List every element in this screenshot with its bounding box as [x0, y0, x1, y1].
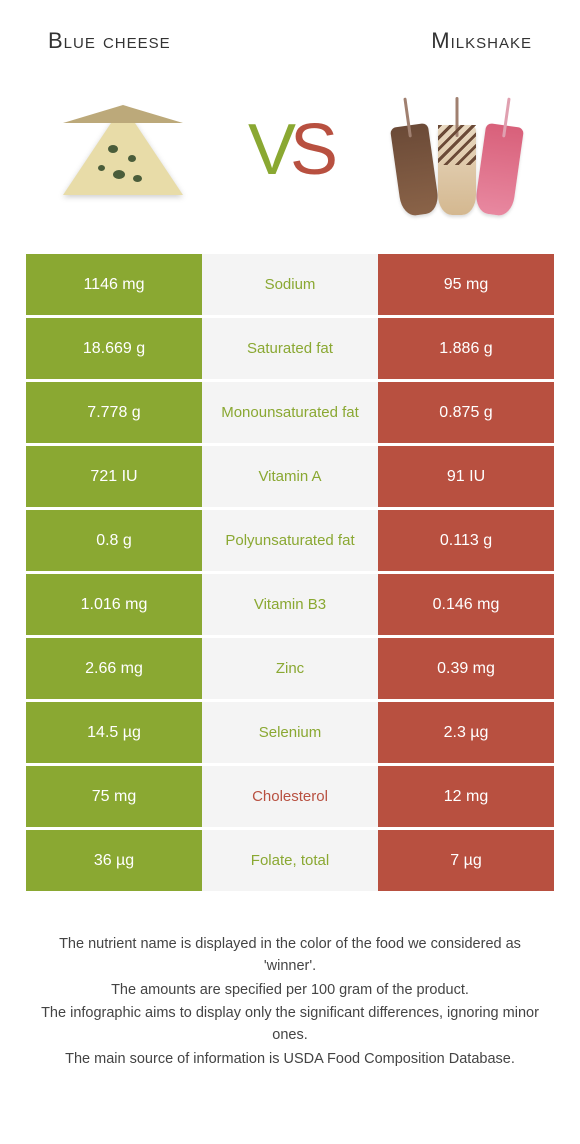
- right-value: 0.39 mg: [378, 638, 554, 699]
- vs-v: V: [248, 109, 290, 191]
- nutrient-label: Sodium: [202, 254, 378, 315]
- left-value: 7.778 g: [26, 382, 202, 443]
- left-value: 75 mg: [26, 766, 202, 827]
- table-row: 36 µgFolate, total7 µg: [26, 830, 554, 891]
- nutrient-label: Vitamin B3: [202, 574, 378, 635]
- table-row: 7.778 gMonounsaturated fat0.875 g: [26, 382, 554, 443]
- right-value: 0.146 mg: [378, 574, 554, 635]
- nutrient-label: Selenium: [202, 702, 378, 763]
- right-value: 0.875 g: [378, 382, 554, 443]
- right-value: 7 µg: [378, 830, 554, 891]
- footer-line: The infographic aims to display only the…: [36, 1003, 544, 1047]
- table-row: 2.66 mgZinc0.39 mg: [26, 638, 554, 699]
- nutrient-label: Polyunsaturated fat: [202, 510, 378, 571]
- left-value: 14.5 µg: [26, 702, 202, 763]
- table-row: 0.8 gPolyunsaturated fat0.113 g: [26, 510, 554, 571]
- header: Blue cheese Milkshake: [0, 0, 580, 54]
- footer-notes: The nutrient name is displayed in the co…: [0, 894, 580, 1071]
- left-value: 36 µg: [26, 830, 202, 891]
- nutrient-label: Zinc: [202, 638, 378, 699]
- nutrient-table: 1146 mgSodium95 mg18.669 gSaturated fat1…: [0, 254, 580, 891]
- vs-label: VS: [248, 109, 332, 191]
- right-value: 91 IU: [378, 446, 554, 507]
- right-food-image: [382, 75, 532, 225]
- table-row: 14.5 µgSelenium2.3 µg: [26, 702, 554, 763]
- milkshake-icon: [382, 75, 532, 225]
- right-value: 1.886 g: [378, 318, 554, 379]
- nutrient-label: Vitamin A: [202, 446, 378, 507]
- nutrient-label: Monounsaturated fat: [202, 382, 378, 443]
- left-food-image: [48, 75, 198, 225]
- footer-line: The nutrient name is displayed in the co…: [36, 934, 544, 978]
- right-food-title: Milkshake: [431, 28, 532, 54]
- left-value: 1.016 mg: [26, 574, 202, 635]
- left-value: 721 IU: [26, 446, 202, 507]
- right-value: 0.113 g: [378, 510, 554, 571]
- cheese-icon: [53, 95, 193, 205]
- right-value: 12 mg: [378, 766, 554, 827]
- table-row: 75 mgCholesterol12 mg: [26, 766, 554, 827]
- nutrient-label: Saturated fat: [202, 318, 378, 379]
- nutrient-label: Folate, total: [202, 830, 378, 891]
- left-value: 0.8 g: [26, 510, 202, 571]
- images-row: VS: [0, 54, 580, 254]
- table-row: 1146 mgSodium95 mg: [26, 254, 554, 315]
- footer-line: The amounts are specified per 100 gram o…: [36, 980, 544, 1002]
- vs-s: S: [290, 109, 332, 191]
- table-row: 721 IUVitamin A91 IU: [26, 446, 554, 507]
- left-value: 2.66 mg: [26, 638, 202, 699]
- table-row: 1.016 mgVitamin B30.146 mg: [26, 574, 554, 635]
- nutrient-label: Cholesterol: [202, 766, 378, 827]
- left-value: 18.669 g: [26, 318, 202, 379]
- table-row: 18.669 gSaturated fat1.886 g: [26, 318, 554, 379]
- left-value: 1146 mg: [26, 254, 202, 315]
- left-food-title: Blue cheese: [48, 28, 171, 54]
- footer-line: The main source of information is USDA F…: [36, 1049, 544, 1071]
- right-value: 95 mg: [378, 254, 554, 315]
- right-value: 2.3 µg: [378, 702, 554, 763]
